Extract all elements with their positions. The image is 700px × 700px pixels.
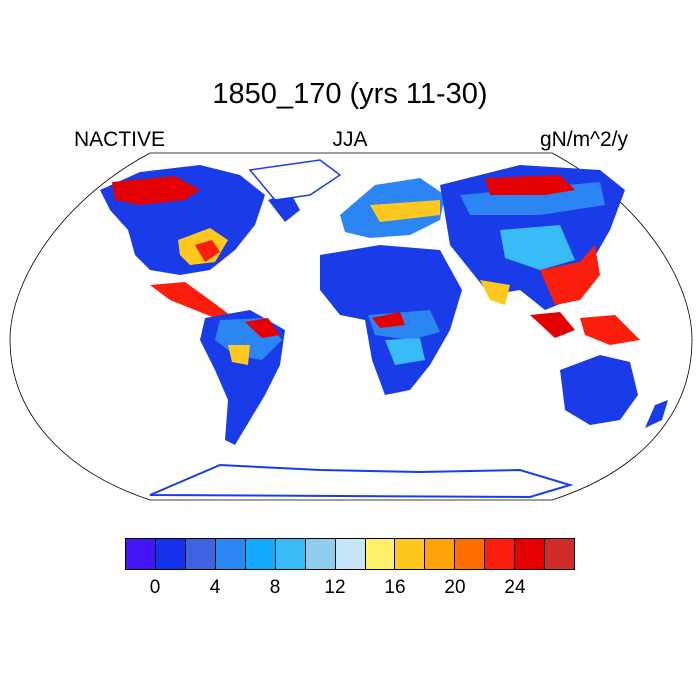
plot-title: 1850_170 (yrs 11-30) [212,78,488,110]
colorbar-cell [424,538,455,570]
europe [340,178,445,238]
colorbar-cell [514,538,545,570]
colorbar-cell [154,538,185,570]
colorbar-ticks: 0 4 8 12 16 20 24 [0,577,700,601]
colorbar-cell [544,538,576,570]
colorbar-tick-label: 12 [324,577,346,598]
colorbar-tick-label: 20 [444,577,466,598]
colorbar-tick-label: 0 [149,577,161,598]
colorbar-cell [244,538,275,570]
africa [320,245,462,395]
variable-label: NACTIVE [74,128,166,151]
colorbar-tick-label: 24 [504,577,526,598]
colorbar-cell [484,538,515,570]
asia [440,165,625,310]
units-label: gN/m^2/y [539,128,628,151]
colorbar-cell [274,538,305,570]
colorbar-cell [394,538,425,570]
greenland [248,159,342,201]
colorbar-tick-label: 8 [269,577,281,598]
colorbar-cell [304,538,335,570]
colorbar-cell [334,538,365,570]
south-america [200,310,285,445]
australia [560,355,638,425]
north-america [100,165,300,322]
colorbar-cell [214,538,245,570]
colorbar-cell [454,538,485,570]
colorbar-cell [184,538,215,570]
colorbar-tick-label: 16 [384,577,406,598]
season-label: JJA [332,128,368,151]
new-zealand [645,400,668,428]
colorbar-cell [364,538,395,570]
colorbar [125,538,576,570]
maritime-southeast-asia [530,312,640,345]
antarctica [149,463,574,499]
colorbar-cell [125,538,155,570]
colorbar-tick-label: 4 [209,577,221,598]
